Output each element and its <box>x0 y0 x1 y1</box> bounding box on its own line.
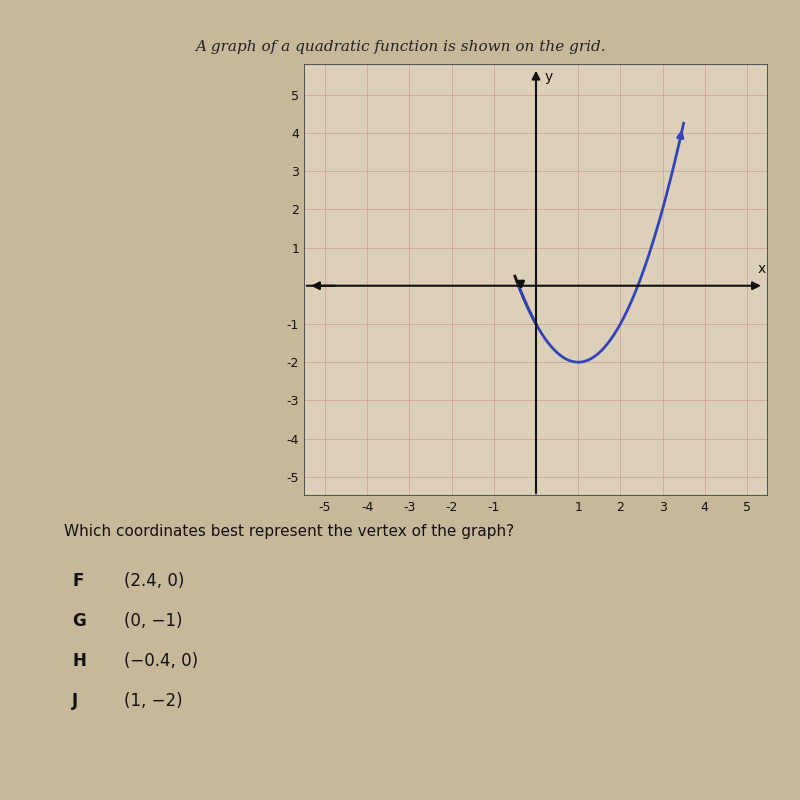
Text: A graph of a quadratic function is shown on the grid.: A graph of a quadratic function is shown… <box>194 40 606 54</box>
Text: Which coordinates best represent the vertex of the graph?: Which coordinates best represent the ver… <box>64 524 514 539</box>
Text: (0, −1): (0, −1) <box>124 612 182 630</box>
Text: (−0.4, 0): (−0.4, 0) <box>124 652 198 670</box>
Text: (2.4, 0): (2.4, 0) <box>124 572 184 590</box>
Text: J: J <box>72 692 78 710</box>
Text: H: H <box>72 652 86 670</box>
Text: x: x <box>758 262 766 276</box>
Text: F: F <box>72 572 83 590</box>
Text: y: y <box>545 70 553 84</box>
Text: G: G <box>72 612 86 630</box>
Text: (1, −2): (1, −2) <box>124 692 182 710</box>
